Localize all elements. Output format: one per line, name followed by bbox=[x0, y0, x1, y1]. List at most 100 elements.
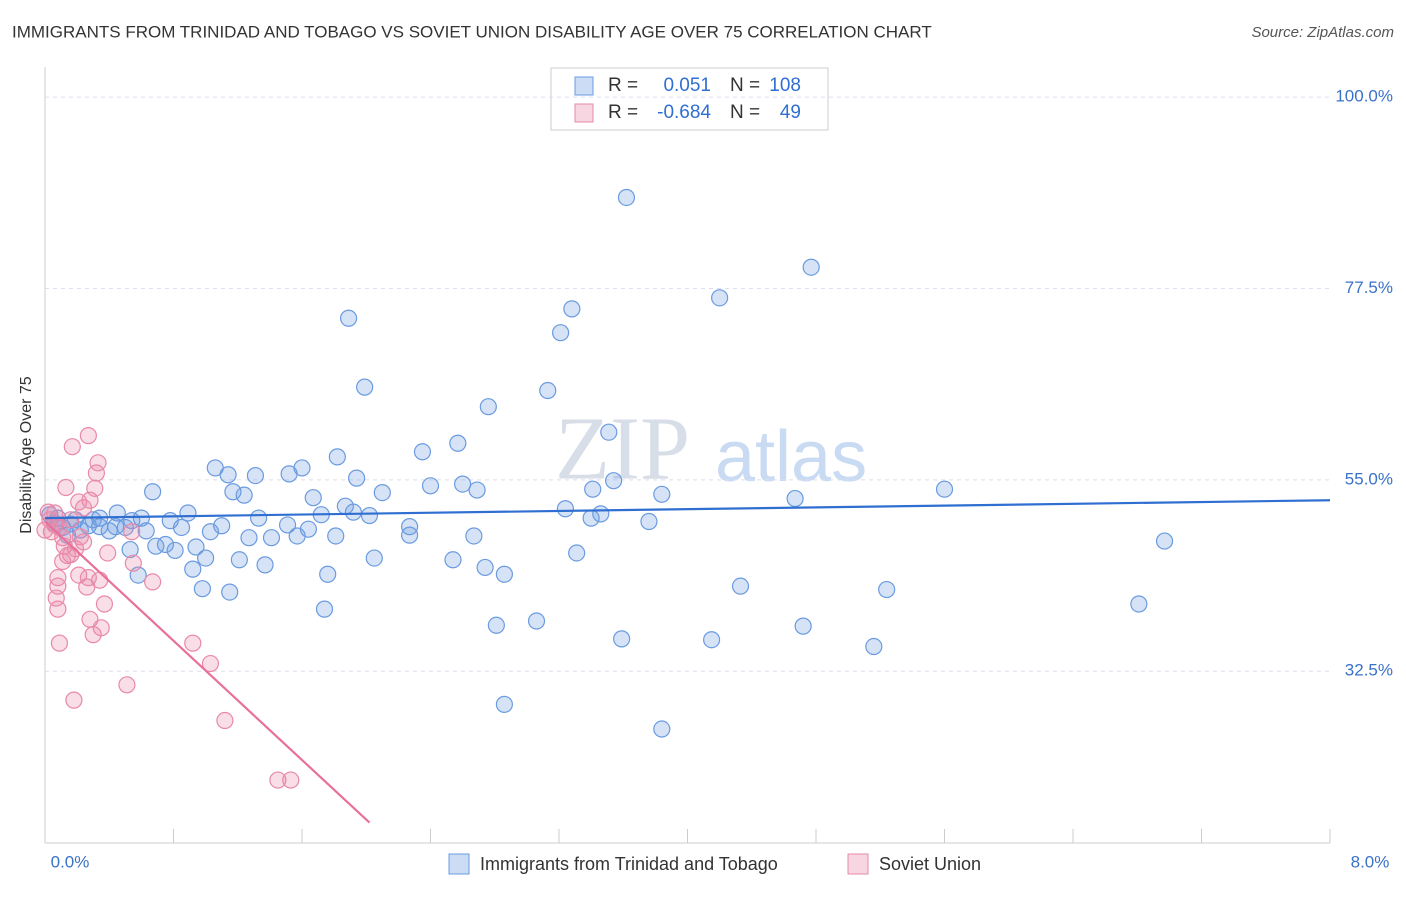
watermark: atlas bbox=[715, 417, 867, 497]
point bbox=[360, 506, 379, 525]
point bbox=[315, 600, 334, 618]
point bbox=[144, 483, 162, 501]
point bbox=[91, 571, 109, 589]
point bbox=[421, 477, 440, 495]
point bbox=[74, 499, 93, 517]
point bbox=[221, 583, 239, 601]
point bbox=[348, 469, 366, 487]
point bbox=[495, 565, 513, 583]
point bbox=[219, 466, 237, 484]
point bbox=[344, 503, 362, 521]
point bbox=[539, 381, 557, 400]
point bbox=[563, 300, 581, 318]
point bbox=[401, 518, 419, 536]
point bbox=[144, 573, 162, 591]
point bbox=[304, 489, 322, 507]
point bbox=[224, 483, 242, 501]
point bbox=[552, 324, 570, 342]
point bbox=[1130, 595, 1148, 613]
point bbox=[132, 509, 150, 527]
legend-label: Immigrants from Trinidad and Tobago bbox=[480, 854, 778, 874]
point bbox=[802, 258, 820, 276]
stat-label: N = bbox=[730, 75, 760, 96]
watermark: ZIP bbox=[555, 400, 690, 499]
point bbox=[172, 518, 191, 537]
point bbox=[319, 565, 337, 583]
stat-n: 108 bbox=[769, 75, 801, 96]
point bbox=[70, 566, 88, 584]
point bbox=[107, 518, 125, 536]
y-tick-label: 77.5% bbox=[1345, 278, 1393, 297]
point bbox=[356, 378, 374, 396]
point bbox=[617, 188, 636, 207]
stat-n: 49 bbox=[780, 102, 801, 123]
point bbox=[269, 771, 287, 789]
point bbox=[256, 556, 274, 574]
trend-line bbox=[44, 499, 1331, 520]
legend-swatch bbox=[448, 853, 470, 875]
stat-label: N = bbox=[730, 102, 760, 123]
point bbox=[288, 527, 306, 545]
point bbox=[84, 511, 102, 529]
point bbox=[118, 676, 136, 694]
legend-swatch bbox=[574, 76, 594, 96]
y-tick-label: 100.0% bbox=[1335, 87, 1393, 106]
point bbox=[250, 509, 268, 527]
x-tick-label: 0.0% bbox=[51, 852, 90, 871]
point bbox=[124, 554, 142, 572]
point bbox=[786, 489, 804, 508]
point bbox=[230, 551, 248, 569]
point bbox=[373, 483, 391, 502]
point bbox=[193, 580, 212, 598]
point bbox=[187, 538, 205, 556]
point bbox=[479, 398, 497, 416]
point bbox=[84, 626, 102, 644]
point bbox=[278, 516, 297, 534]
point bbox=[449, 434, 467, 452]
point bbox=[166, 541, 184, 560]
stat-label: R = bbox=[608, 75, 638, 96]
point bbox=[794, 617, 812, 635]
point bbox=[49, 600, 67, 618]
trend-line bbox=[44, 520, 371, 824]
y-tick-label: 55.0% bbox=[1345, 469, 1393, 488]
y-axis-label: Disability Age Over 75 bbox=[18, 376, 35, 534]
point bbox=[95, 595, 114, 613]
point bbox=[865, 637, 883, 656]
point bbox=[282, 771, 300, 789]
stat-label: R = bbox=[608, 102, 638, 123]
point bbox=[216, 711, 234, 730]
point bbox=[605, 472, 623, 490]
point bbox=[731, 577, 750, 595]
point bbox=[935, 480, 954, 498]
point bbox=[613, 630, 631, 648]
point bbox=[468, 481, 486, 499]
point bbox=[365, 549, 383, 567]
point bbox=[444, 551, 462, 569]
point bbox=[50, 634, 69, 652]
point bbox=[57, 478, 75, 497]
point bbox=[201, 654, 220, 673]
point bbox=[63, 438, 81, 456]
point bbox=[87, 464, 106, 482]
point bbox=[179, 504, 197, 522]
point bbox=[878, 580, 896, 599]
point bbox=[197, 549, 215, 567]
source: Source: ZipAtlas.com bbox=[1251, 24, 1394, 41]
point bbox=[246, 466, 265, 485]
point bbox=[91, 518, 109, 536]
point bbox=[584, 480, 602, 498]
point bbox=[62, 511, 80, 529]
point bbox=[476, 558, 494, 577]
chart-title: IMMIGRANTS FROM TRINIDAD AND TOBAGO VS S… bbox=[12, 22, 932, 41]
legend-swatch bbox=[847, 853, 869, 875]
point bbox=[556, 500, 575, 518]
y-tick-label: 32.5% bbox=[1345, 661, 1393, 680]
point bbox=[702, 631, 721, 649]
point bbox=[123, 523, 141, 541]
point bbox=[495, 695, 513, 713]
point bbox=[487, 616, 505, 634]
point bbox=[465, 527, 483, 545]
x-tick-label: 8.0% bbox=[1351, 852, 1390, 871]
